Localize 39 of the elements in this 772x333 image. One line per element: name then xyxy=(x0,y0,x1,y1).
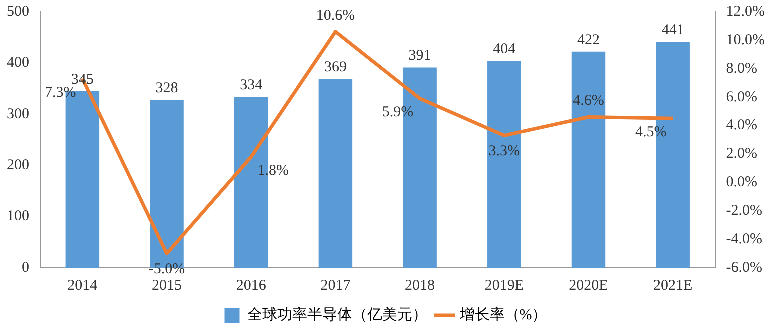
y2-tick-label: 6.0% xyxy=(726,89,758,106)
y-tick-label: 0 xyxy=(22,260,30,276)
y2-tick-label: 2.0% xyxy=(726,146,758,162)
x-tick-label: 2019E xyxy=(484,278,524,294)
y2-tick-label: 0.0% xyxy=(726,174,758,191)
x-tick-label: 2014 xyxy=(68,278,98,294)
data-label: 369 xyxy=(324,60,347,76)
y-tick-label: 500 xyxy=(7,4,30,20)
y2-tick-label: -6.0% xyxy=(726,260,763,276)
y2-tick-label: 4.0% xyxy=(726,118,758,134)
bar xyxy=(318,79,353,268)
bar xyxy=(572,52,606,268)
legend-label: 增长率（%） xyxy=(458,306,548,324)
y2-tick-label: 8.0% xyxy=(726,60,758,77)
x-tick-label: 2017 xyxy=(320,278,352,294)
data-label: 334 xyxy=(240,77,264,94)
y2-tick-label: -2.0% xyxy=(726,203,763,220)
x-tick-label: 2020E xyxy=(569,278,608,294)
y-tick-label: 300 xyxy=(7,106,30,122)
data-label: 441 xyxy=(662,22,684,39)
y-tick-label: 400 xyxy=(7,55,30,72)
y2-tick-label: -4.0% xyxy=(726,231,763,248)
data-label: 391 xyxy=(408,48,432,64)
data-label: 3.3% xyxy=(488,144,520,160)
data-label: 4.6% xyxy=(573,93,604,110)
x-tick-label: 2021E xyxy=(653,278,693,294)
data-label: 10.6% xyxy=(316,8,356,24)
x-tick-label: 2015 xyxy=(152,278,182,294)
y-tick-label: 100 xyxy=(7,208,30,225)
data-label: 328 xyxy=(156,80,178,96)
bar xyxy=(488,61,522,268)
y-tick-label: 200 xyxy=(7,158,30,174)
x-tick-label: 2016 xyxy=(236,278,267,294)
y2-tick-label: 10.0% xyxy=(726,32,766,48)
legend-label: 全球功率半导体（亿美元） xyxy=(247,306,428,324)
data-label: 422 xyxy=(577,32,600,48)
y2-tick-label: 12.0% xyxy=(726,4,766,20)
data-label: 404 xyxy=(493,42,516,58)
x-tick-label: 2018 xyxy=(405,278,436,294)
